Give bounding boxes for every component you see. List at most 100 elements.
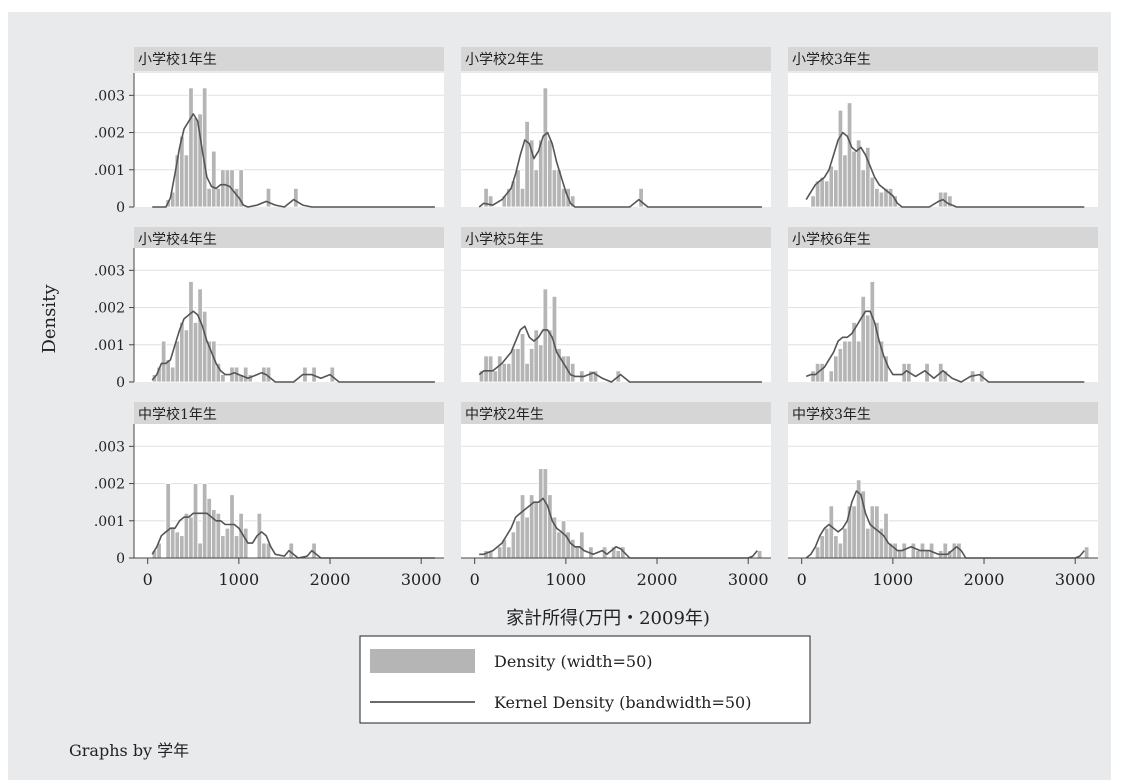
histogram-bar [869, 281, 876, 383]
histogram-bar [942, 370, 948, 383]
histogram-bar [510, 348, 517, 383]
histogram-bar [837, 109, 844, 208]
histogram-bar [833, 535, 839, 559]
histogram-bar [211, 150, 217, 208]
panel: 小学校1年生 0 .001 .002 .003 [94, 47, 444, 216]
histogram-bar [924, 550, 930, 559]
histogram-bar [170, 366, 176, 383]
panel-title: 小学校3年生 [792, 51, 871, 68]
y-tick-label: .002 [94, 477, 125, 493]
histogram-bar [533, 169, 539, 208]
panel-title: 小学校6年生 [792, 231, 871, 248]
histogram-bar [519, 494, 526, 559]
x-tick-label: 0 [797, 570, 807, 589]
x-tick-label: 2000 [310, 570, 351, 589]
histogram-bar [497, 355, 503, 383]
histogram-bar [501, 362, 507, 383]
histogram-bar [538, 468, 544, 559]
histogram-bar [824, 527, 830, 559]
y-tick-label: .001 [94, 163, 125, 179]
histogram-bar [887, 187, 894, 208]
histogram-bar [528, 348, 535, 383]
histogram-bar [865, 314, 871, 383]
y-axis-label: Density [39, 284, 60, 354]
histogram-bar [201, 87, 208, 208]
kernel-density-line [479, 497, 758, 559]
x-tick-label: 3000 [401, 570, 442, 589]
histogram-bar [819, 176, 825, 208]
x-tick-label: 1000 [545, 570, 586, 589]
histogram-bar [814, 546, 821, 559]
histogram-bar [487, 195, 494, 208]
histogram-bar [515, 169, 521, 208]
kernel-density-line [805, 310, 1085, 383]
kernel-density-line [152, 113, 435, 208]
panel-title: 小学校1年生 [138, 51, 217, 68]
histogram-bar [220, 374, 226, 383]
y-tick-label: .003 [94, 263, 125, 279]
histogram-bar [551, 169, 558, 208]
histogram-bar [197, 542, 203, 559]
histogram-bar [874, 187, 880, 208]
y-tick-label: .002 [94, 301, 125, 317]
histogram-bar [828, 505, 834, 559]
histogram-bar [201, 483, 208, 559]
panel-title: 小学校2年生 [465, 51, 544, 68]
panel: 中学校3年生 [788, 402, 1098, 559]
panel-strip [134, 402, 444, 426]
histogram-bar [819, 535, 825, 559]
histogram-bar [183, 154, 190, 208]
histogram-bar [524, 362, 530, 383]
x-tick-label: 3000 [1055, 570, 1096, 589]
histogram-bar [506, 362, 512, 383]
legend-histogram-swatch [370, 649, 475, 673]
histogram-bar [483, 355, 489, 383]
histogram-bar [942, 542, 948, 559]
histogram-bar [233, 535, 240, 559]
histogram-bar [579, 531, 585, 559]
histogram-bar [510, 531, 517, 559]
histogram-bar [542, 288, 549, 383]
histogram-bar [293, 187, 299, 208]
y-tick-label: .003 [94, 88, 125, 104]
histogram-bar [574, 546, 580, 559]
histogram-bar [533, 501, 539, 559]
histogram-bar [865, 527, 871, 559]
histogram-bar [547, 494, 553, 559]
histogram-bar [892, 195, 898, 208]
y-tick-label: 0 [116, 551, 125, 567]
histogram-bar [192, 322, 199, 383]
histogram-bar [224, 169, 231, 208]
panel-title: 中学校2年生 [465, 406, 544, 423]
panel-strip [461, 402, 771, 426]
histogram-bar [524, 516, 530, 559]
histogram-bar [837, 542, 844, 559]
panel: 小学校6年生 [788, 227, 1098, 383]
histogram-bar [215, 187, 222, 208]
histogram-bar [188, 87, 194, 208]
histogram-bar [810, 370, 816, 383]
histogram-bar [215, 362, 222, 383]
graphs-by-note: Graphs by 学年 [69, 741, 189, 760]
panel-strip [134, 47, 444, 71]
y-tick-label: 0 [116, 375, 125, 391]
histogram-bar [842, 154, 848, 208]
histogram-bar [842, 527, 848, 559]
histogram-bar [201, 310, 208, 383]
histogram-bar [851, 150, 857, 208]
histogram-bar [197, 288, 203, 383]
panel: 小学校3年生 [788, 47, 1098, 208]
histogram-bar [837, 348, 844, 383]
histogram-bar [179, 322, 185, 383]
panel: 中学校1年生 0 .001 .002 .003 [94, 402, 444, 567]
histogram-bar [842, 340, 848, 383]
histogram-bar [492, 370, 498, 383]
histogram-bar [1083, 546, 1090, 559]
panel: 小学校4年生 0 .001 .002 .003 [94, 227, 444, 391]
panel-strip [788, 227, 1098, 251]
x-tick-label: 1000 [872, 570, 913, 589]
kernel-density-line [151, 310, 435, 383]
histogram-bar [560, 520, 567, 559]
